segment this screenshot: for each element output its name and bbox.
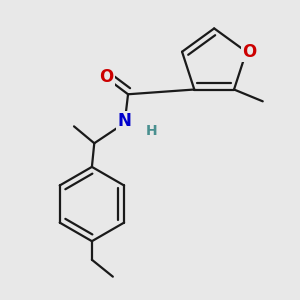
Text: O: O	[242, 43, 256, 61]
Text: N: N	[118, 112, 132, 130]
Text: H: H	[146, 124, 158, 138]
Text: O: O	[99, 68, 113, 86]
